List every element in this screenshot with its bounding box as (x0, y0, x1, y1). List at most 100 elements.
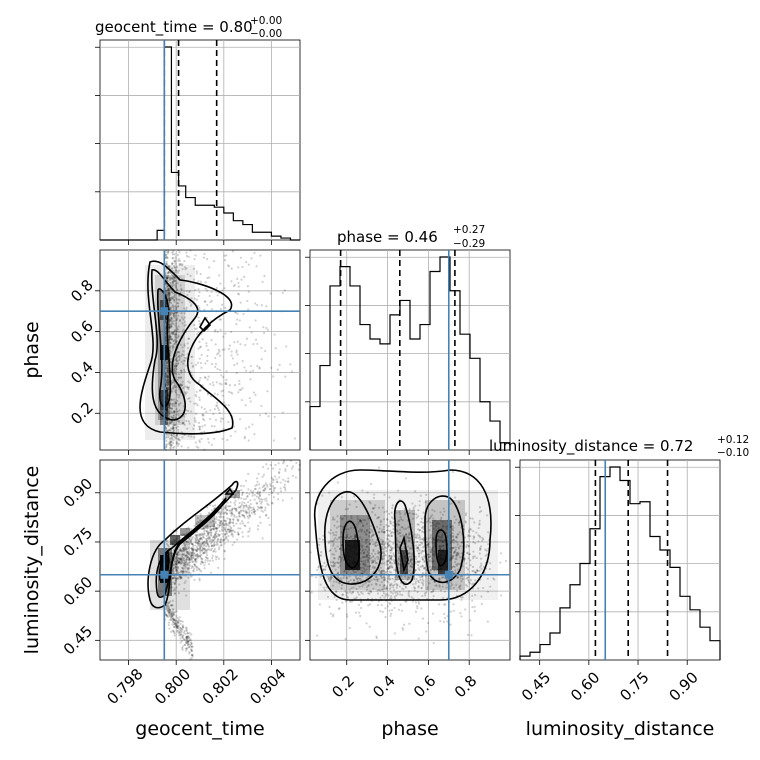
sample-point (183, 316, 186, 319)
sample-point (171, 411, 174, 414)
sample-point (258, 494, 262, 497)
sample-point (199, 362, 203, 365)
sample-point (230, 510, 233, 513)
tick-label-phase-x: 0.8 (451, 672, 481, 702)
sample-point (266, 390, 269, 393)
sample-point (171, 262, 174, 265)
sample-point (177, 249, 180, 252)
sample-point (249, 499, 252, 502)
sample-point (212, 528, 215, 531)
sample-point (237, 281, 240, 285)
sample-point (226, 264, 230, 267)
sample-point (182, 633, 185, 637)
sample-point (164, 275, 167, 278)
sample-point (431, 612, 435, 615)
sample-point (360, 606, 363, 610)
sample-point (169, 326, 172, 329)
sample-point (188, 397, 191, 400)
sample-point (289, 459, 293, 462)
sample-point (190, 355, 193, 358)
sample-point (208, 548, 211, 552)
sample-point (224, 523, 228, 526)
sample-point (179, 369, 183, 372)
sample-point (222, 375, 225, 379)
sample-point (180, 369, 183, 372)
sample-point (271, 502, 274, 505)
sample-point (178, 420, 181, 424)
sample-point (198, 428, 201, 431)
sample-point (198, 389, 201, 392)
sample-point (181, 422, 184, 425)
sample-point (172, 312, 175, 315)
sample-point (185, 409, 188, 412)
sample-point (216, 330, 219, 333)
panel-frame (99, 39, 301, 241)
sample-point (420, 607, 423, 610)
sample-point (168, 349, 171, 352)
sample-point (199, 376, 202, 380)
sample-point (414, 601, 418, 604)
sample-point (220, 303, 224, 306)
sample-point (165, 411, 169, 414)
sample-point (315, 568, 319, 572)
sample-point (245, 260, 248, 264)
sample-point (182, 415, 186, 418)
sample-point (248, 527, 251, 530)
sample-point (184, 643, 187, 646)
sample-point (169, 319, 172, 322)
sample-point (164, 274, 167, 277)
sample-point (167, 412, 170, 415)
sample-point (249, 502, 253, 506)
sample-point (186, 386, 189, 389)
sample-point (213, 437, 216, 440)
sample-point (166, 379, 169, 382)
sample-point (241, 387, 244, 390)
sample-point (170, 437, 173, 441)
sample-point (191, 536, 195, 539)
sample-point (178, 394, 181, 397)
sample-point (228, 522, 231, 525)
sample-point (249, 364, 252, 368)
sample-point (329, 612, 332, 615)
sample-point (168, 615, 171, 618)
sample-point (213, 392, 216, 395)
sample-point (169, 320, 172, 323)
sample-point (314, 576, 318, 579)
sample-point (206, 276, 209, 280)
sample-point (172, 411, 175, 414)
sample-point (186, 385, 189, 389)
sample-point (173, 260, 176, 263)
sample-point (192, 364, 195, 367)
sample-point (167, 386, 170, 389)
sample-point (183, 320, 187, 323)
sample-point (241, 265, 244, 269)
sample-point (289, 363, 292, 366)
sample-point (165, 257, 168, 260)
sample-point (170, 443, 173, 447)
sample-point (452, 609, 455, 612)
sample-point (231, 392, 234, 395)
sample-point (206, 559, 209, 562)
sample-point (179, 262, 182, 265)
sample-point (167, 623, 170, 627)
sample-point (375, 635, 378, 638)
sample-point (212, 545, 215, 548)
sample-point (169, 407, 172, 410)
sample-point (176, 289, 179, 292)
sample-point (170, 276, 173, 279)
sample-point (207, 512, 210, 515)
sample-point (215, 516, 218, 519)
sample-point (197, 316, 200, 319)
sample-point (217, 408, 220, 412)
sample-point (215, 381, 218, 384)
tick-label-luminosity-distance: 0.90 (60, 475, 96, 511)
sample-point (165, 381, 168, 384)
sample-point (232, 425, 236, 428)
sample-point (248, 492, 251, 495)
sample-point (180, 353, 184, 356)
tick-label-phase: 0.6 (67, 317, 97, 347)
sample-point (190, 657, 193, 660)
sample-point (210, 308, 213, 311)
sample-point (291, 474, 294, 477)
sample-point (167, 294, 170, 298)
